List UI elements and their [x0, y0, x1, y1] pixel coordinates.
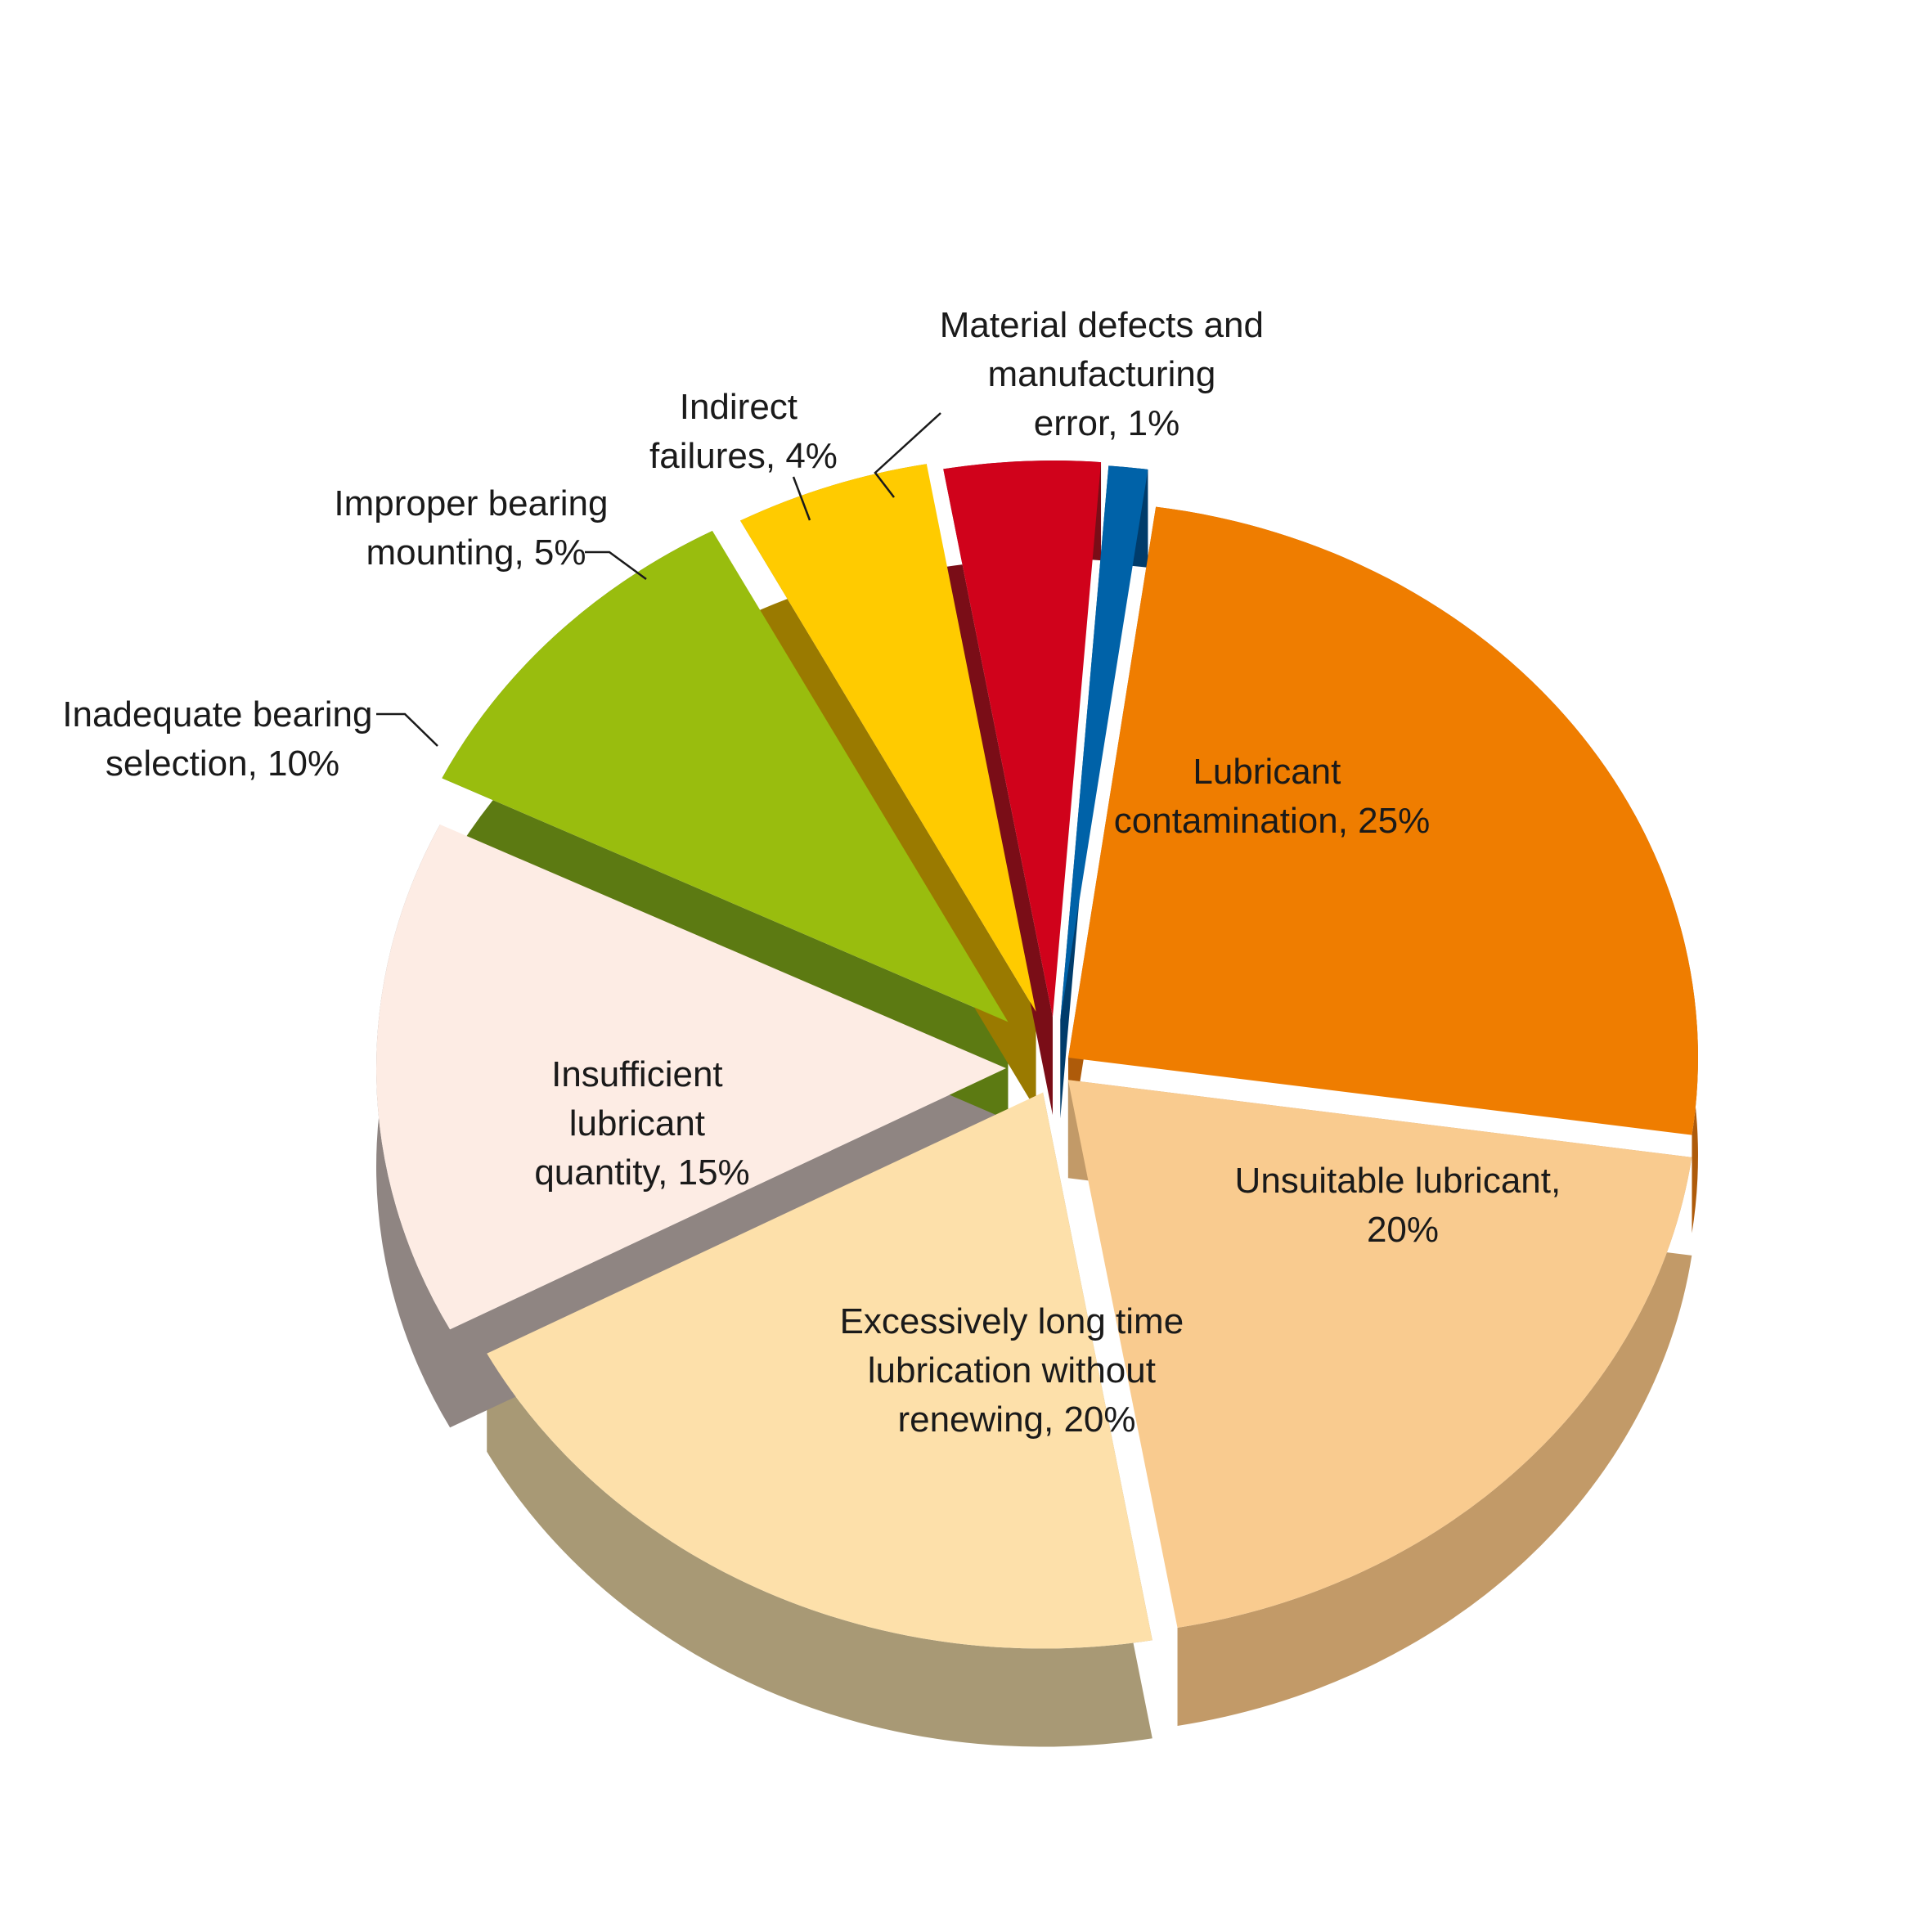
- pie-slice-3: [376, 824, 1007, 1330]
- slice-label-improper-bearing-mounting: Improper bearing mounting, 5%: [334, 483, 618, 573]
- slice-label-material-defects: Material defects and manufacturing error…: [940, 305, 1274, 443]
- pie-slice-2: [487, 1092, 1152, 1649]
- leader-line-inadequate-bearing-selection: [376, 712, 438, 747]
- slice-label-unsuitable-lubricant: Unsuitable lubricant, 20%: [1235, 1161, 1571, 1250]
- slice-labels: Lubricant contamination, 25% Unsuitable …: [62, 305, 1571, 1440]
- slice-label-insufficient-lubricant-quantity: Insufficient lubricant quantity, 15%: [534, 1054, 749, 1193]
- leader-line-improper-bearing-mounting: [585, 550, 647, 581]
- pie-slice-6: [943, 461, 1102, 1018]
- pie-slice-7: [1060, 465, 1148, 1021]
- slice-label-inadequate-bearing-selection: Inadequate bearing selection, 10%: [62, 694, 382, 784]
- pie-slice-4: [442, 531, 1009, 1022]
- leader-line-material-defects: [874, 412, 941, 498]
- slice-label-excessively-long-time: Excessively long time lubrication withou…: [840, 1301, 1194, 1440]
- pie-slice-1: [1067, 1080, 1692, 1628]
- pie-slice-5: [740, 464, 1036, 1012]
- pie-slice-0: [1067, 506, 1698, 1135]
- pie-tops: [376, 461, 1698, 1649]
- leader-lines: [376, 412, 941, 747]
- pie-slice-side-2: [487, 1092, 1152, 1747]
- slice-label-lubricant-contamination: Lubricant contamination, 25%: [1114, 752, 1430, 841]
- slice-label-indirect-failures: Indirect failures, 4%: [649, 387, 838, 476]
- leader-line-indirect-failures: [792, 476, 811, 521]
